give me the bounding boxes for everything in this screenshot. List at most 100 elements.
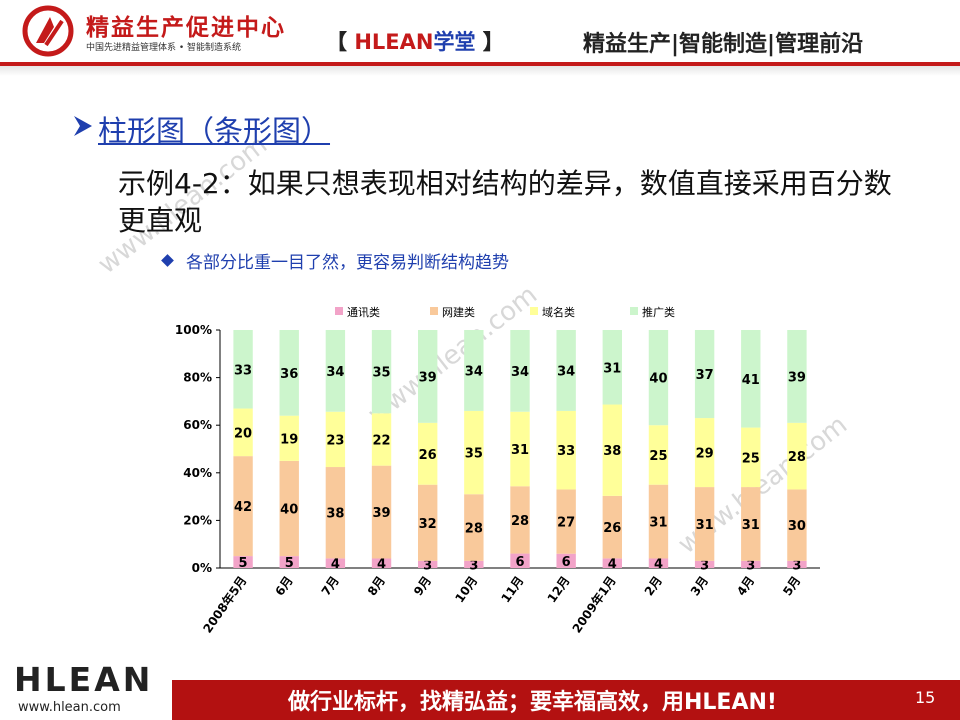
legend-swatch (430, 307, 438, 315)
data-label: 3 (700, 558, 709, 573)
bar-segment (510, 486, 530, 554)
data-label: 35 (372, 366, 390, 381)
bar-segment (279, 415, 299, 461)
data-label: 3 (792, 558, 801, 573)
data-label: 22 (372, 433, 390, 448)
bar-segment (371, 465, 392, 559)
data-label: 25 (742, 451, 760, 466)
bar-segment (694, 487, 715, 561)
data-label: 39 (788, 370, 806, 385)
y-tick-label: 60% (183, 418, 212, 432)
brand-title: 【 HLEAN学堂 】 (326, 30, 504, 54)
bar-segment (556, 489, 576, 554)
bar-segment (510, 411, 530, 487)
data-label: 36 (280, 367, 298, 382)
bar-segment (694, 330, 715, 419)
data-label: 31 (603, 361, 621, 376)
bar-segment (371, 558, 392, 568)
bar-segment (418, 560, 438, 568)
data-label: 34 (465, 364, 483, 379)
y-tick-label: 0% (192, 561, 212, 575)
header-divider (0, 62, 960, 66)
data-label: 3 (423, 558, 432, 573)
footer-bar (172, 680, 960, 720)
x-tick-label: 12月 (545, 574, 573, 606)
data-label: 31 (649, 516, 667, 531)
header-shade (0, 66, 960, 76)
x-tick-label: 5月 (780, 574, 803, 599)
slide-title: 柱形图（条形图） (98, 114, 331, 148)
legend-label: 网建类 (442, 305, 475, 319)
data-label: 25 (649, 449, 667, 464)
bar-segment (741, 427, 761, 488)
bar-segment (464, 410, 484, 495)
bar-segment (741, 560, 761, 568)
data-label: 38 (326, 507, 344, 522)
data-label: 31 (742, 518, 760, 533)
bar-segment (694, 560, 715, 568)
footer-slogan: 做行业标杆，找精弘益；要幸福高效，用HLEAN! (288, 690, 777, 715)
bar-segment (371, 413, 392, 466)
bar-segment (648, 484, 669, 559)
data-label: 6 (562, 555, 571, 570)
bar-segment (787, 330, 807, 423)
data-label: 31 (696, 518, 714, 533)
stacked-percent-bar-chart: 通讯类 网建类 域名类 推广类0%20%40%60%80%100%5422033200… (175, 305, 820, 636)
bar-segment (787, 560, 807, 568)
data-label: 3 (746, 558, 755, 573)
footer-url: www.hlean.com (18, 700, 121, 715)
data-label: 33 (234, 363, 252, 378)
diamond-bullet-icon (161, 254, 174, 267)
data-label: 23 (326, 433, 344, 448)
data-label: 4 (377, 557, 386, 572)
page-number: 15 (915, 688, 936, 707)
bar-segment (648, 330, 669, 426)
bar-segment (418, 422, 438, 485)
bar-segment (325, 467, 346, 559)
bar-segment (233, 408, 253, 457)
bar-segment (741, 487, 761, 561)
y-tick-label: 100% (175, 323, 212, 337)
bar-segment (325, 411, 346, 468)
footer-logo: HLEAN (14, 660, 154, 699)
data-label: 29 (696, 447, 714, 462)
data-label: 5 (285, 556, 294, 571)
x-tick-label: 3月 (688, 574, 711, 599)
bar-segment (602, 558, 622, 568)
data-label: 26 (603, 521, 621, 536)
bar-segment (371, 330, 392, 414)
logo-icon (22, 5, 74, 57)
bar-segment (556, 553, 576, 568)
bar-segment (648, 425, 669, 485)
y-tick-label: 20% (183, 513, 212, 527)
data-label: 19 (280, 432, 298, 447)
data-label: 41 (742, 373, 760, 388)
org-name: 精益生产促进中心 (86, 15, 286, 41)
data-label: 3 (469, 558, 478, 573)
data-label: 20 (234, 426, 252, 441)
data-label: 4 (331, 557, 340, 572)
x-tick-label: 2月 (642, 574, 665, 599)
bar-segment (464, 494, 484, 561)
x-tick-label: 9月 (411, 574, 434, 599)
data-label: 39 (419, 370, 437, 385)
data-label: 4 (608, 557, 617, 572)
org-subtitle: 中国先进精益管理体系 • 智能制造系统 (86, 43, 242, 53)
legend-swatch (530, 307, 538, 315)
x-tick-label: 4月 (734, 574, 757, 599)
data-label: 28 (511, 514, 529, 529)
data-label: 38 (603, 444, 621, 459)
data-label: 42 (234, 500, 252, 515)
data-label: 39 (372, 506, 390, 521)
legend-swatch (630, 307, 638, 315)
x-tick-label: 2008年5月 (200, 573, 250, 635)
data-label: 5 (239, 556, 248, 571)
bar-segment (279, 330, 299, 416)
legend-label: 推广类 (642, 305, 675, 319)
bar-segment (602, 495, 622, 559)
data-label: 31 (511, 443, 529, 458)
bar-segment (556, 410, 576, 490)
data-label: 35 (465, 447, 483, 462)
data-label: 30 (788, 519, 806, 534)
data-label: 28 (788, 450, 806, 465)
